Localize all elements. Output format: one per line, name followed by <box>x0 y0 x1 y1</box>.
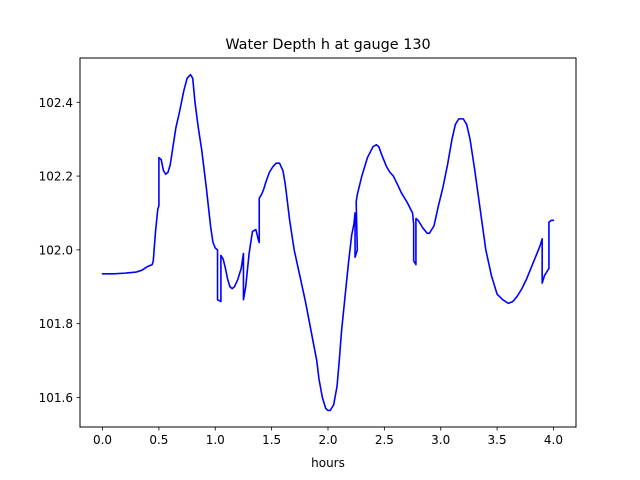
x-tick-label: 0.0 <box>93 433 112 447</box>
plot-area: 0.0 0.5 1.0 1.5 2.0 2.5 3.0 3.5 4.0 101.6 101.8 102… <box>39 73 563 447</box>
y-tick-label: 101.6 <box>39 391 73 405</box>
x-tick-label: 0.5 <box>149 433 168 447</box>
y-tick-label: 101.8 <box>39 317 73 331</box>
x-tick-label: 2.5 <box>375 433 394 447</box>
x-axis-label: hours <box>311 456 345 470</box>
x-tick-label: 3.5 <box>488 433 507 447</box>
x-tick-label: 2.0 <box>318 433 337 447</box>
x-tick-label: 1.0 <box>206 433 225 447</box>
y-tick-label: 102.2 <box>39 170 73 184</box>
x-tick-label: 4.0 <box>544 433 563 447</box>
y-tick-label: 102.4 <box>39 96 73 110</box>
x-tick-label: 3.0 <box>431 433 450 447</box>
chart-title: Water Depth h at gauge 130 <box>225 37 430 53</box>
axes-frame <box>79 57 577 428</box>
series-line-0 <box>101 73 555 412</box>
y-tick-label: 102.0 <box>39 243 73 257</box>
x-tick-label: 1.5 <box>262 433 281 447</box>
